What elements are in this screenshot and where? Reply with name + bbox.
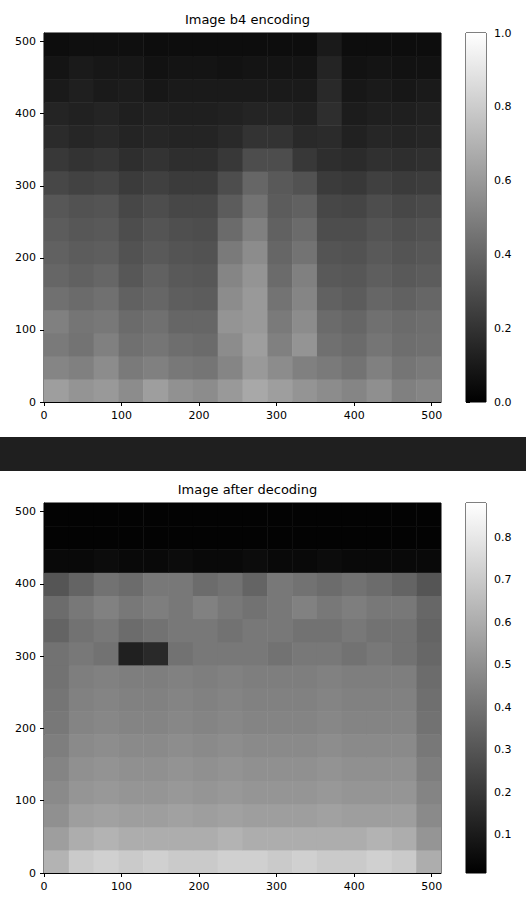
svg-text:0.2: 0.2 xyxy=(494,322,512,335)
svg-text:0.4: 0.4 xyxy=(494,248,512,261)
svg-text:200: 200 xyxy=(15,251,36,264)
svg-text:0: 0 xyxy=(41,409,48,422)
svg-text:0: 0 xyxy=(41,880,48,893)
svg-text:0.7: 0.7 xyxy=(494,573,512,586)
svg-text:500: 500 xyxy=(421,409,442,422)
svg-text:300: 300 xyxy=(266,880,287,893)
svg-text:Image after decoding: Image after decoding xyxy=(178,482,317,497)
svg-text:100: 100 xyxy=(111,880,132,893)
svg-text:0.8: 0.8 xyxy=(494,531,512,544)
svg-text:400: 400 xyxy=(15,577,36,590)
svg-text:0.8: 0.8 xyxy=(494,100,512,113)
svg-text:1.0: 1.0 xyxy=(494,27,512,40)
svg-text:0: 0 xyxy=(29,867,36,880)
svg-text:0.6: 0.6 xyxy=(494,616,512,629)
svg-text:300: 300 xyxy=(15,650,36,663)
svg-text:0.5: 0.5 xyxy=(494,658,512,671)
svg-text:400: 400 xyxy=(344,880,365,893)
svg-text:0.0: 0.0 xyxy=(494,396,512,409)
svg-text:0.2: 0.2 xyxy=(494,786,512,799)
svg-text:400: 400 xyxy=(344,409,365,422)
svg-text:Image b4 encoding: Image b4 encoding xyxy=(185,12,310,27)
svg-text:0.1: 0.1 xyxy=(494,828,512,841)
svg-text:0: 0 xyxy=(29,396,36,409)
svg-text:0.4: 0.4 xyxy=(494,701,512,714)
svg-text:300: 300 xyxy=(15,179,36,192)
svg-text:100: 100 xyxy=(111,409,132,422)
svg-text:500: 500 xyxy=(15,505,36,518)
svg-text:200: 200 xyxy=(15,722,36,735)
svg-text:100: 100 xyxy=(15,323,36,336)
svg-text:300: 300 xyxy=(266,409,287,422)
svg-text:500: 500 xyxy=(421,880,442,893)
svg-text:400: 400 xyxy=(15,107,36,120)
svg-text:500: 500 xyxy=(15,35,36,48)
svg-text:0.6: 0.6 xyxy=(494,174,512,187)
svg-text:100: 100 xyxy=(15,794,36,807)
svg-text:200: 200 xyxy=(189,409,210,422)
svg-text:0.3: 0.3 xyxy=(494,743,512,756)
svg-text:200: 200 xyxy=(189,880,210,893)
